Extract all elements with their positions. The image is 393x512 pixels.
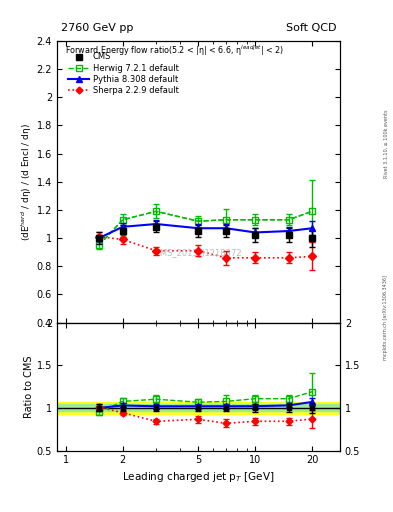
Pythia 8.308 default <box>120 224 125 230</box>
Herwig 7.2.1 default <box>286 217 291 223</box>
Herwig 7.2.1 default <box>120 217 125 223</box>
CMS <box>120 228 125 234</box>
Pythia 8.308 default <box>154 221 158 227</box>
Text: mcplots.cern.ch [arXiv:1306.3436]: mcplots.cern.ch [arXiv:1306.3436] <box>384 275 388 360</box>
Text: Rivet 3.1.10, ≥ 100k events: Rivet 3.1.10, ≥ 100k events <box>384 109 388 178</box>
CMS <box>286 232 291 239</box>
Pythia 8.308 default <box>253 229 257 236</box>
X-axis label: Leading charged jet p$_{T}$ [GeV]: Leading charged jet p$_{T}$ [GeV] <box>122 470 275 484</box>
Sherpa 2.2.9 default <box>253 254 257 261</box>
Text: 2760 GeV pp: 2760 GeV pp <box>61 23 133 33</box>
Herwig 7.2.1 default <box>196 218 200 224</box>
Line: Herwig 7.2.1 default: Herwig 7.2.1 default <box>95 208 316 249</box>
Herwig 7.2.1 default <box>310 208 315 215</box>
Sherpa 2.2.9 default <box>120 237 125 243</box>
Sherpa 2.2.9 default <box>224 254 228 261</box>
Bar <box>57 402 340 414</box>
Text: CMS_2013_I1218372: CMS_2013_I1218372 <box>155 248 242 257</box>
Herwig 7.2.1 default <box>154 208 158 215</box>
Line: CMS: CMS <box>96 224 315 241</box>
Y-axis label: (dE$^{hard}$ / dη) / (d Encl / dη): (dE$^{hard}$ / dη) / (d Encl / dη) <box>19 123 34 241</box>
Y-axis label: Ratio to CMS: Ratio to CMS <box>24 355 34 418</box>
Text: Soft QCD: Soft QCD <box>286 23 336 33</box>
Sherpa 2.2.9 default <box>286 254 291 261</box>
Pythia 8.308 default <box>286 228 291 234</box>
Herwig 7.2.1 default <box>97 242 101 248</box>
Sherpa 2.2.9 default <box>97 233 101 240</box>
CMS <box>224 228 228 234</box>
Herwig 7.2.1 default <box>253 217 257 223</box>
CMS <box>97 235 101 241</box>
Sherpa 2.2.9 default <box>154 248 158 254</box>
Sherpa 2.2.9 default <box>310 253 315 260</box>
CMS <box>196 228 200 234</box>
CMS <box>253 232 257 239</box>
Pythia 8.308 default <box>310 225 315 231</box>
Pythia 8.308 default <box>224 225 228 231</box>
Pythia 8.308 default <box>97 235 101 241</box>
Pythia 8.308 default <box>196 225 200 231</box>
CMS <box>154 224 158 230</box>
Line: Sherpa 2.2.9 default: Sherpa 2.2.9 default <box>96 234 315 261</box>
Bar <box>57 404 340 411</box>
Herwig 7.2.1 default <box>224 217 228 223</box>
Legend: CMS, Herwig 7.2.1 default, Pythia 8.308 default, Sherpa 2.2.9 default: CMS, Herwig 7.2.1 default, Pythia 8.308 … <box>67 51 180 96</box>
Text: Forward Energy flow ratio(5.2 < |η| < 6.6, η$^{leadjet}$| < 2): Forward Energy flow ratio(5.2 < |η| < 6.… <box>66 44 285 58</box>
Sherpa 2.2.9 default <box>196 248 200 254</box>
Line: Pythia 8.308 default: Pythia 8.308 default <box>95 221 316 242</box>
CMS <box>310 235 315 241</box>
